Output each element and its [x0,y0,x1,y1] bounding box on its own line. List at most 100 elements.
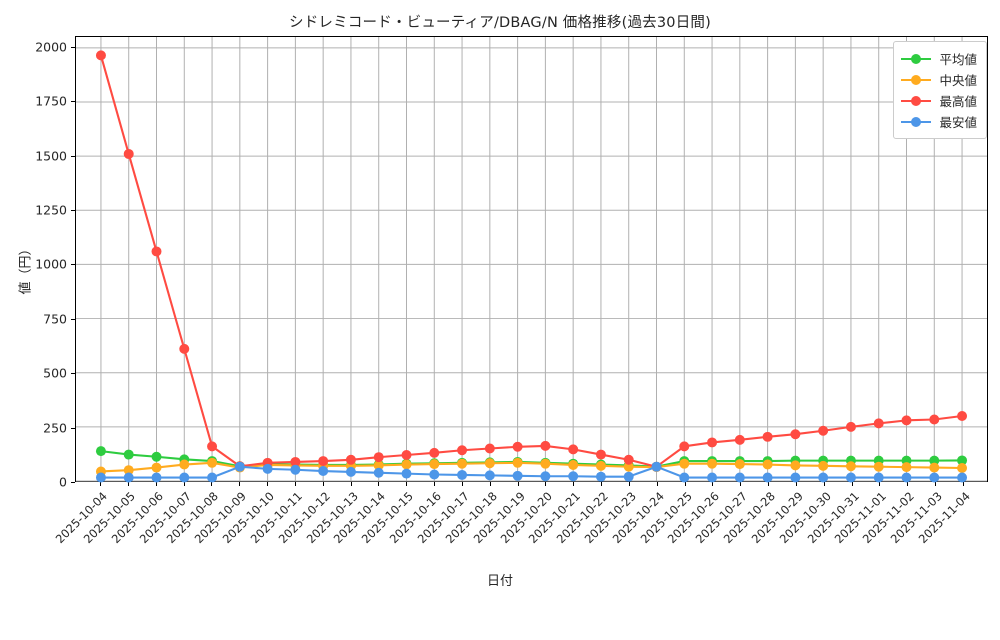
data-point-marker [123,472,134,483]
gridlines [76,37,987,482]
data-point-marker [707,458,718,469]
legend-label: 平均値 [939,52,977,67]
y-axis-tick-mark [71,264,75,266]
data-point-marker [318,466,329,477]
y-axis-tick-label: 750 [43,311,67,327]
x-axis-tick-mark [461,482,463,486]
data-point-marker [484,458,495,469]
data-point-marker [345,454,356,465]
data-point-marker [790,472,801,483]
data-series [95,50,968,472]
data-point-marker [873,418,884,429]
x-axis-tick-mark [517,482,519,486]
legend-swatch-icon [901,52,932,66]
data-point-marker [207,441,218,452]
y-axis-tick-label: 1000 [35,256,67,272]
x-axis-tick-mark [239,482,241,486]
x-axis-tick-mark [851,482,853,486]
y-axis-tick-mark [71,373,75,375]
data-point-marker [512,457,523,468]
data-point-marker [818,472,829,483]
y-axis-tick-mark [71,318,75,320]
data-point-marker [95,50,106,61]
data-point-marker [901,472,912,483]
y-axis-tick-label: 1250 [35,202,67,218]
data-point-marker [707,472,718,483]
data-point-marker [123,148,134,159]
data-point-marker [734,434,745,445]
data-series-layer [95,50,968,483]
legend-label: 最安値 [939,115,977,130]
x-axis-tick-mark [684,482,686,486]
data-point-marker [568,471,579,482]
data-point-marker [957,455,968,466]
data-point-marker [679,472,690,483]
x-axis-tick-mark [712,482,714,486]
data-point-marker [484,470,495,481]
data-point-marker [207,457,218,468]
data-point-marker [568,459,579,470]
data-point-marker [901,415,912,426]
y-axis-tick-mark [71,155,75,157]
legend-item[interactable]: 最安値 [901,111,977,132]
data-point-marker [207,472,218,483]
x-axis-tick-mark [406,482,408,486]
y-axis-tick-mark [71,46,75,48]
data-point-marker [484,443,495,454]
legend-swatch-icon [901,73,932,87]
data-point-marker [512,470,523,481]
y-axis-tick-mark [71,101,75,103]
x-axis-tick-mark [628,482,630,486]
data-point-marker [179,472,190,483]
x-axis-tick-mark [768,482,770,486]
data-point-marker [595,460,606,471]
data-point-marker [401,450,412,460]
x-axis-tick-mark [601,482,603,486]
x-axis-tick-labels: 2025-10-04 2025-10-05 2025-10-06 2025-10-07… [53,482,973,546]
data-point-marker [929,472,940,483]
data-point-marker [818,425,829,436]
chart-figure: シドレミコード・ビューティア/DBAG/N 価格推移(過去30日間) 値（円） … [19,15,988,589]
data-point-marker [95,446,106,457]
data-point-marker [151,451,162,462]
x-axis-tick-mark [183,482,185,486]
x-axis-tick-mark [545,482,547,486]
data-point-marker [373,452,384,463]
data-point-marker [790,460,801,471]
data-point-marker [929,414,940,425]
x-axis-tick-mark [740,482,742,486]
data-point-marker [957,472,968,483]
data-point-marker [873,472,884,483]
data-point-marker [512,441,523,452]
data-point-marker [401,459,412,470]
x-axis-tick-mark [823,482,825,486]
data-point-marker [345,466,356,477]
y-axis-tick-label: 500 [43,365,67,381]
data-point-marker [929,462,940,473]
data-point-marker [95,472,106,483]
data-point-marker [373,467,384,478]
data-point-marker [957,411,968,422]
y-axis-tick-label: 0 [59,474,67,490]
data-point-marker [901,462,912,473]
data-point-marker [179,343,190,354]
data-point-marker [429,447,440,458]
data-point-marker [651,461,662,472]
legend-item[interactable]: 平均値 [901,48,977,69]
legend-item[interactable]: 最高値 [901,90,977,111]
legend-item[interactable]: 中央値 [901,69,977,90]
x-axis-tick-mark [267,482,269,486]
x-axis-tick-mark [489,482,491,486]
data-point-marker [123,449,134,460]
data-point-marker [623,461,634,472]
data-point-marker [818,460,829,471]
data-point-marker [429,459,440,470]
data-point-marker [318,456,329,467]
x-axis-tick-mark [211,482,213,486]
data-point-marker [290,464,301,475]
x-axis-tick-mark [294,482,296,486]
data-point-marker [568,444,579,455]
data-point-marker [679,441,690,452]
data-series [95,446,968,472]
data-point-marker [762,459,773,470]
